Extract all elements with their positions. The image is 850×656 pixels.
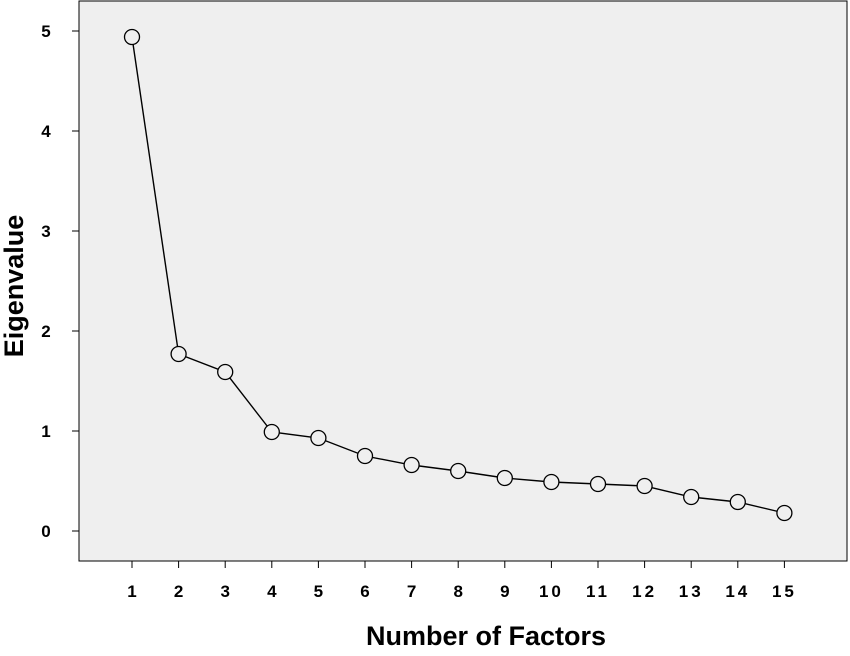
data-markers [123, 28, 793, 522]
data-point [496, 469, 513, 487]
y-tick-label: 3 [41, 222, 50, 241]
x-tick-label: 13 [679, 582, 704, 601]
x-tick-label: 2 [174, 582, 183, 601]
y-axis: 0 1 2 3 4 5 [41, 22, 79, 541]
data-point [310, 429, 327, 447]
y-tick-label: 2 [41, 322, 50, 341]
data-point [729, 493, 746, 511]
data-point [776, 504, 793, 522]
data-point [589, 475, 607, 493]
x-tick-label: 11 [586, 582, 610, 601]
data-point [403, 456, 420, 474]
x-tick-label: 15 [772, 582, 797, 601]
y-tick-label: 1 [41, 422, 50, 441]
data-point [123, 28, 141, 46]
data-point [217, 363, 234, 381]
x-tick-label: 8 [453, 582, 462, 601]
x-tick-label: 5 [314, 582, 323, 601]
x-tick-label: 3 [220, 582, 229, 601]
y-tick-label: 5 [41, 22, 50, 41]
x-tick-label: 4 [267, 582, 277, 601]
data-point [543, 473, 560, 491]
data-point [636, 477, 653, 495]
x-axis-title: Number of Factors [366, 621, 606, 651]
x-tick-label: 7 [407, 582, 416, 601]
data-point [356, 447, 374, 465]
y-tick-label: 0 [41, 522, 50, 541]
data-point [170, 345, 187, 363]
data-point [450, 462, 467, 480]
data-point [683, 488, 700, 506]
x-tick-label: 6 [360, 582, 369, 601]
x-tick-label: 1 [127, 582, 136, 601]
y-axis-title: Eigenvalue [0, 215, 29, 358]
x-tick-label: 10 [539, 582, 564, 601]
x-tick-label: 14 [725, 582, 750, 601]
x-axis: 1 2 3 4 5 6 7 8 9 10 11 12 13 14 15 [127, 561, 797, 601]
x-tick-label: 9 [500, 582, 509, 601]
x-tick-label: 12 [632, 582, 657, 601]
data-point [263, 423, 280, 441]
y-tick-label: 4 [41, 122, 51, 141]
